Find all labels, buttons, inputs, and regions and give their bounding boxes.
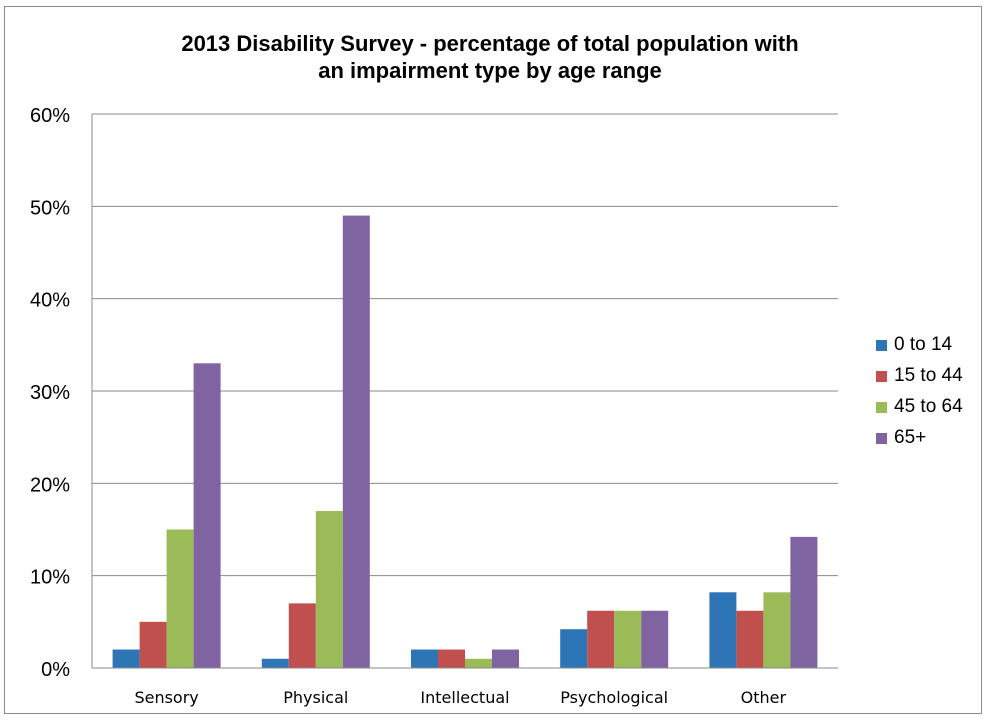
y-tick-label: 50% (30, 197, 70, 219)
legend-label: 15 to 44 (894, 365, 963, 386)
chart-title-line-2: an impairment type by age range (318, 58, 662, 83)
y-tick-label: 60% (30, 105, 70, 127)
bar-other-series-3 (790, 536, 818, 668)
legend-item-45-to-64: 45 to 64 (876, 392, 963, 422)
x-tick-label: Physical (283, 688, 348, 707)
y-tick-label: 20% (30, 474, 70, 496)
x-tick-label: Psychological (560, 688, 668, 707)
bar-intellectual-series-2 (465, 658, 492, 668)
bar-psychological-series-3 (641, 610, 669, 668)
legend-swatch (876, 370, 887, 382)
legend-swatch (876, 432, 887, 444)
x-tick-label: Intellectual (420, 688, 509, 707)
legend-swatch (876, 339, 887, 351)
bars (112, 215, 818, 669)
bar-other-series-1 (736, 610, 764, 668)
bar-intellectual-series-0 (411, 649, 438, 668)
bar-sensory-series-1 (139, 621, 167, 668)
axes (91, 114, 838, 669)
y-tick-label: 0% (41, 659, 70, 681)
y-tick-label: 40% (30, 290, 70, 312)
bar-psychological-series-2 (614, 610, 642, 668)
legend-label: 0 to 14 (894, 334, 953, 355)
bar-intellectual-series-1 (438, 649, 465, 668)
bar-psychological-series-1 (587, 610, 615, 668)
chart-title-line-1: 2013 Disability Survey - percentage of t… (181, 31, 799, 56)
y-tick-label: 30% (30, 382, 70, 404)
x-tick-label: Other (741, 688, 787, 707)
legend-item-65-plus: 65+ (876, 423, 963, 453)
legend-swatch (876, 401, 887, 413)
bar-physical-series-1 (288, 603, 316, 668)
y-axis-tick-labels: 0% 10% 20% 30% 40% 50% 60% (30, 105, 70, 681)
bar-intellectual-series-3 (492, 649, 519, 668)
bar-sensory-series-2 (166, 529, 194, 668)
bar-physical-series-2 (315, 511, 343, 668)
bar-sensory-series-3 (193, 363, 221, 668)
bar-psychological-series-0 (560, 629, 588, 668)
bar-sensory-series-0 (112, 649, 140, 668)
legend-label: 45 to 64 (894, 396, 963, 417)
legend-item-0-to-14: 0 to 14 (876, 330, 963, 360)
legend-item-15-to-44: 15 to 44 (876, 361, 963, 391)
bar-other-series-2 (763, 592, 791, 668)
bar-other-series-0 (709, 592, 737, 668)
chart-title: 2013 Disability Survey - percentage of t… (60, 30, 920, 84)
y-tick-label: 10% (30, 567, 70, 589)
bar-physical-series-3 (342, 215, 370, 669)
x-tick-label: Sensory (134, 688, 198, 707)
x-axis-category-labels: Sensory Physical Intellectual Psychological… (134, 688, 786, 707)
legend: 0 to 14 15 to 44 45 to 64 65+ (876, 330, 963, 454)
legend-label: 65+ (894, 427, 927, 448)
bar-physical-series-0 (261, 658, 289, 668)
